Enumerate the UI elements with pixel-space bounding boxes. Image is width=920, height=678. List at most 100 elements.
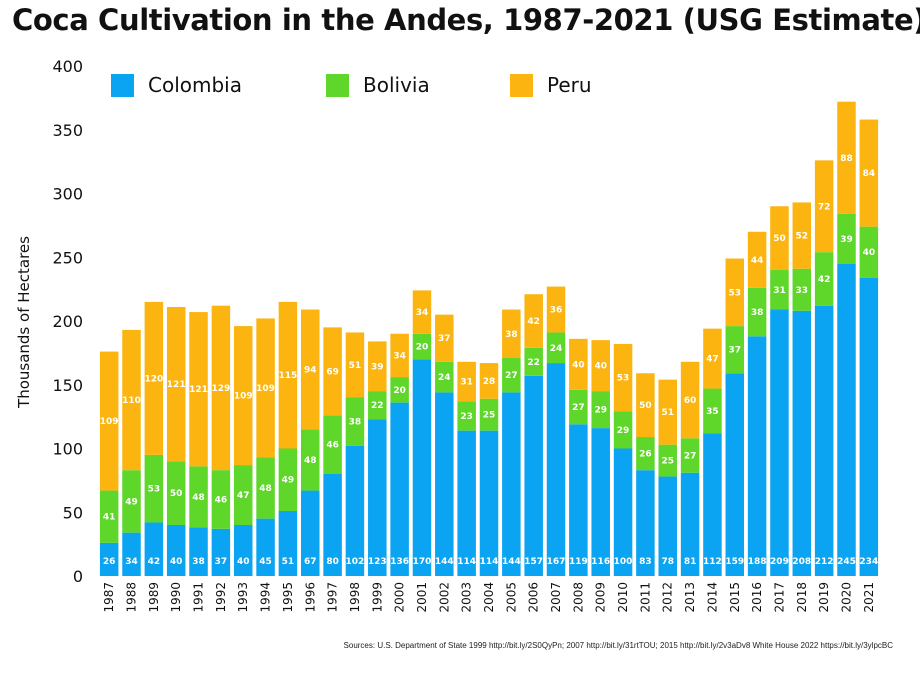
x-tick-2002: 2002 xyxy=(437,582,451,613)
x-tick-2003: 2003 xyxy=(460,582,474,613)
bar-colombia-2009 xyxy=(591,428,610,576)
bar-colombia-2020 xyxy=(837,263,856,577)
bar-peru-1997 xyxy=(323,327,342,416)
x-tick-label: 2020 xyxy=(839,582,853,613)
data-label-colombia-2002: 144 xyxy=(435,557,454,567)
bar-colombia-2007 xyxy=(546,363,566,576)
x-tick-label: 2012 xyxy=(661,582,675,613)
x-tick-2008: 2008 xyxy=(571,582,585,613)
x-tick-label: 2013 xyxy=(683,582,697,613)
data-label-peru-1989: 120 xyxy=(144,374,163,384)
legend-label-colombia: Colombia xyxy=(148,73,242,97)
bar-colombia-2021 xyxy=(859,277,879,576)
x-tick-label: 1991 xyxy=(192,582,206,613)
x-tick-1989: 1989 xyxy=(147,582,161,613)
data-label-peru-2004: 28 xyxy=(483,377,496,387)
bar-peru-2015 xyxy=(725,258,745,327)
bar-bolivia-1988 xyxy=(122,470,141,533)
bar-peru-2008 xyxy=(569,338,588,390)
x-tick-2007: 2007 xyxy=(549,582,563,613)
bar-peru-1990 xyxy=(166,306,186,462)
bar-peru-2013 xyxy=(680,361,700,439)
x-tick-1992: 1992 xyxy=(214,582,228,613)
x-tick-label: 2021 xyxy=(862,582,876,613)
x-tick-label: 2001 xyxy=(415,582,429,613)
bar-colombia-2000 xyxy=(390,402,409,576)
data-label-colombia-1998: 102 xyxy=(346,557,365,567)
data-label-peru-1999: 39 xyxy=(371,362,384,372)
bar-peru-1988 xyxy=(122,329,141,471)
bar-bolivia-2002 xyxy=(435,361,454,393)
data-label-bolivia-2005: 27 xyxy=(505,371,518,381)
bar-bolivia-2000 xyxy=(390,377,409,403)
bar-peru-2012 xyxy=(658,379,677,445)
x-tick-2018: 2018 xyxy=(795,582,809,613)
data-label-bolivia-1999: 22 xyxy=(371,401,384,411)
bar-peru-1991 xyxy=(189,312,208,467)
legend-swatch-colombia xyxy=(111,74,134,97)
x-tick-label: 1997 xyxy=(326,582,340,613)
x-tick-1988: 1988 xyxy=(125,582,139,613)
y-tick-label: 50 xyxy=(63,503,83,522)
x-tick-1987: 1987 xyxy=(102,582,116,613)
data-label-bolivia-2006: 22 xyxy=(527,358,540,368)
bar-colombia-1994 xyxy=(256,518,275,577)
data-label-colombia-2003: 114 xyxy=(457,557,476,567)
legend-swatch-bolivia xyxy=(326,74,349,97)
data-label-colombia-2016: 188 xyxy=(748,557,767,567)
x-tick-1991: 1991 xyxy=(192,582,206,613)
bar-peru-1992 xyxy=(211,305,231,471)
x-tick-label: 1999 xyxy=(370,582,384,613)
x-tick-label: 2015 xyxy=(728,582,742,613)
data-label-peru-1988: 110 xyxy=(122,396,141,406)
x-tick-label: 2005 xyxy=(504,582,518,613)
data-label-bolivia-2020: 39 xyxy=(840,235,853,245)
data-label-peru-2013: 60 xyxy=(684,396,697,406)
data-label-peru-1987: 109 xyxy=(100,417,119,427)
data-label-colombia-1990: 40 xyxy=(170,557,183,567)
data-label-colombia-2001: 170 xyxy=(413,557,432,567)
bar-peru-2000 xyxy=(390,333,409,378)
y-tick-label: 0 xyxy=(73,567,83,586)
bar-bolivia-1987 xyxy=(99,490,119,543)
x-tick-label: 2010 xyxy=(616,582,630,613)
data-label-peru-2012: 51 xyxy=(661,408,674,418)
data-label-colombia-1987: 26 xyxy=(103,557,116,567)
bar-colombia-2016 xyxy=(747,336,767,576)
y-tick-label: 400 xyxy=(52,57,83,76)
bar-peru-2003 xyxy=(457,361,476,402)
bar-peru-2009 xyxy=(591,340,610,392)
data-label-colombia-2021: 234 xyxy=(859,557,878,567)
bar-colombia-1991 xyxy=(189,527,208,576)
bar-bolivia-2011 xyxy=(636,437,655,471)
bar-bolivia-1990 xyxy=(166,461,186,525)
bar-colombia-1990 xyxy=(166,525,186,576)
bar-peru-1998 xyxy=(345,332,365,398)
x-tick-2019: 2019 xyxy=(817,582,831,613)
data-label-peru-1994: 109 xyxy=(256,384,275,394)
legend-label-peru: Peru xyxy=(547,73,592,97)
data-label-peru-2005: 38 xyxy=(505,330,518,340)
y-tick-label: 250 xyxy=(52,248,83,267)
data-label-peru-2017: 50 xyxy=(773,234,786,244)
bar-colombia-2019 xyxy=(814,305,834,576)
data-label-peru-2021: 84 xyxy=(863,169,876,179)
data-label-colombia-2011: 83 xyxy=(639,557,652,567)
bar-peru-2002 xyxy=(435,314,454,362)
bar-colombia-2003 xyxy=(457,430,476,576)
bar-peru-2007 xyxy=(546,286,566,333)
bar-bolivia-1997 xyxy=(323,415,342,474)
bar-colombia-2010 xyxy=(613,448,633,576)
data-label-bolivia-1997: 46 xyxy=(326,441,339,451)
bar-bolivia-1994 xyxy=(256,457,275,519)
data-label-peru-2006: 42 xyxy=(527,317,540,327)
bar-peru-1999 xyxy=(368,341,387,392)
x-tick-1997: 1997 xyxy=(326,582,340,613)
x-tick-1994: 1994 xyxy=(259,582,273,613)
bar-bolivia-2015 xyxy=(725,326,745,374)
bar-peru-2014 xyxy=(703,328,722,389)
data-label-bolivia-2008: 27 xyxy=(572,403,585,413)
data-label-peru-2009: 40 xyxy=(594,362,607,372)
